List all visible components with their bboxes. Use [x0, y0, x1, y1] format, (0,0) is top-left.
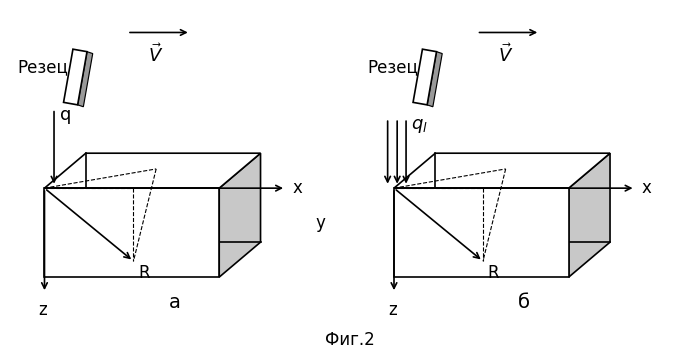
Text: R: R — [488, 264, 499, 282]
Polygon shape — [394, 188, 569, 277]
Text: б: б — [518, 293, 531, 312]
Text: $\vec{V}$: $\vec{V}$ — [498, 44, 513, 66]
Polygon shape — [569, 153, 610, 277]
Text: Фиг.2: Фиг.2 — [324, 331, 375, 349]
Polygon shape — [45, 188, 219, 277]
Polygon shape — [78, 52, 93, 107]
Polygon shape — [219, 153, 261, 277]
Text: Резец: Резец — [17, 59, 69, 76]
Text: Резец: Резец — [367, 59, 418, 76]
Polygon shape — [427, 52, 442, 107]
Text: x: x — [292, 179, 302, 197]
Polygon shape — [394, 153, 610, 188]
Text: R: R — [138, 264, 150, 282]
Text: q: q — [60, 106, 72, 124]
Text: y: y — [316, 214, 326, 232]
Polygon shape — [45, 153, 261, 188]
Text: x: x — [642, 179, 651, 197]
Text: $q_l$: $q_l$ — [412, 116, 428, 134]
Text: а: а — [169, 293, 180, 312]
Text: $\vec{V}$: $\vec{V}$ — [148, 44, 164, 66]
Polygon shape — [64, 49, 87, 105]
Text: z: z — [388, 301, 397, 319]
Text: z: z — [38, 301, 48, 319]
Polygon shape — [413, 49, 436, 105]
